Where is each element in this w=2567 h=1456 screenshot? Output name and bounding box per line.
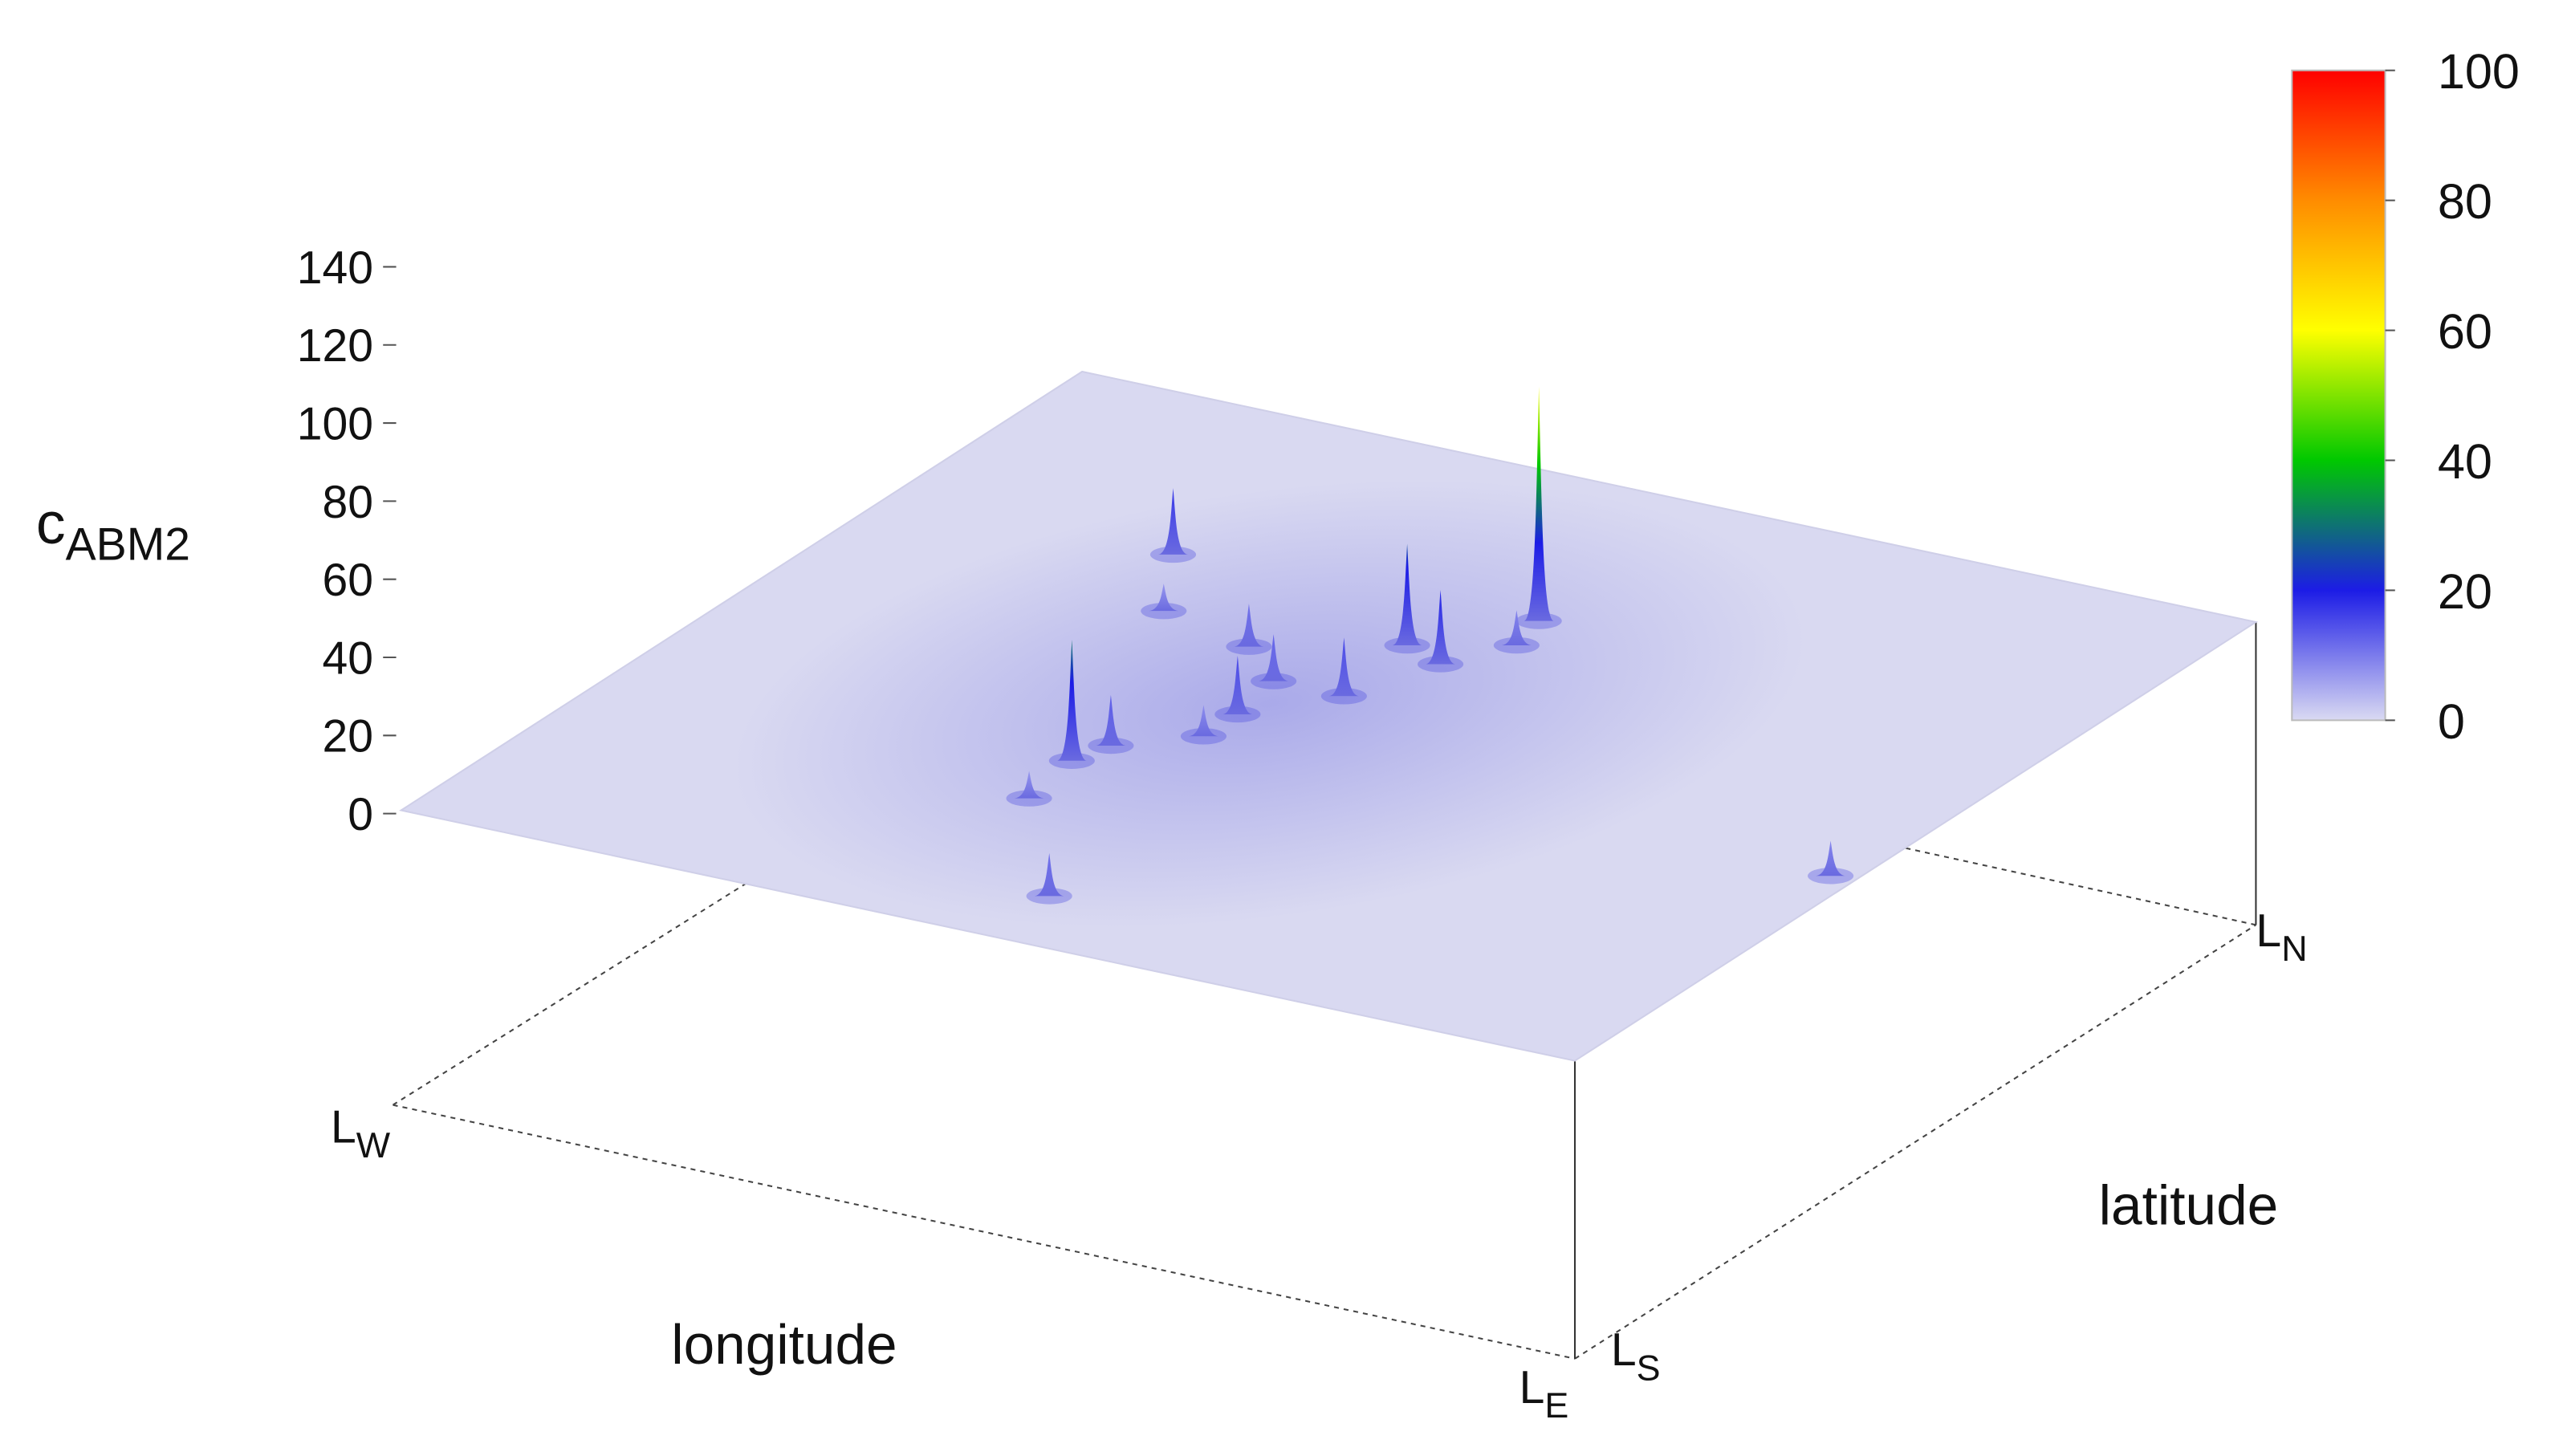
z-axis-label: cABM2 (36, 490, 190, 570)
x-axis-label: longitude (671, 1313, 897, 1376)
z-tick-label: 40 (322, 632, 373, 684)
corner-label-sub: N (2281, 928, 2307, 969)
colorbar-tick-label: 100 (2438, 44, 2520, 99)
colorbar-tick-label: 60 (2438, 304, 2492, 359)
colorbar-tick-label: 80 (2438, 174, 2492, 229)
peak (1189, 705, 1218, 737)
corner-label-main: L (1519, 1362, 1545, 1413)
colorbar: 0 20 40 60 80 100 (2291, 44, 2520, 749)
peak (1426, 590, 1455, 665)
z-axis-label-main: c (36, 490, 66, 556)
peak (1158, 488, 1188, 555)
z-axis-label-sub: ABM2 (66, 519, 190, 571)
axes: 0 20 40 60 80 100 120 140 (297, 242, 397, 840)
z-tick-label: 100 (297, 398, 373, 449)
peak (1234, 604, 1264, 647)
peak (1149, 584, 1179, 612)
corner-label: LS (1611, 1324, 1661, 1388)
z-tick-label: 120 (297, 320, 373, 372)
box-edge (1882, 842, 2256, 926)
z-tick-label: 80 (322, 477, 373, 528)
peak (1222, 655, 1253, 714)
corner-label-sub: S (1637, 1347, 1661, 1388)
z-tick-label: 140 (297, 242, 373, 294)
corner-label-main: L (2256, 905, 2281, 957)
z-tick-label: 20 (322, 711, 373, 763)
peak (1502, 610, 1532, 646)
box-edge (1574, 924, 2256, 1360)
box-edge (392, 878, 754, 1106)
colorbar-gradient (2291, 69, 2386, 722)
z-tick-label: 60 (322, 555, 373, 606)
corner-label-sub: W (356, 1125, 391, 1165)
corner-label-main: L (331, 1102, 356, 1153)
corner-label: LW (331, 1102, 391, 1165)
peak (1056, 639, 1087, 761)
z-tick-label: 0 (348, 789, 373, 840)
peak-base (1006, 790, 1052, 807)
bounding-box (392, 622, 2257, 1360)
colorbar-tick-label: 20 (2438, 564, 2492, 619)
peak (1392, 543, 1422, 646)
peak (1259, 634, 1288, 681)
peak (1329, 637, 1359, 697)
corner-label-main: L (1611, 1324, 1637, 1376)
peak-base (1088, 737, 1134, 754)
y-axis-label: latitude (2099, 1174, 2279, 1237)
peak (1524, 386, 1554, 621)
peaks (1006, 386, 1854, 905)
plot-area: 0 20 40 60 80 100 120 140 cABM2 longitude latit… (36, 44, 2520, 1425)
corner-label-sub: E (1544, 1385, 1568, 1425)
surface (399, 370, 2259, 1062)
peak (1096, 694, 1126, 746)
colorbar-tick-label: 0 (2438, 694, 2465, 749)
peak (1034, 852, 1064, 897)
corner-label: LN (2256, 905, 2307, 969)
colorbar-tick-label: 40 (2438, 434, 2492, 489)
corner-label: LE (1519, 1362, 1569, 1425)
box-edge (393, 1104, 1576, 1360)
peak (1816, 840, 1845, 876)
peak (1014, 771, 1044, 799)
